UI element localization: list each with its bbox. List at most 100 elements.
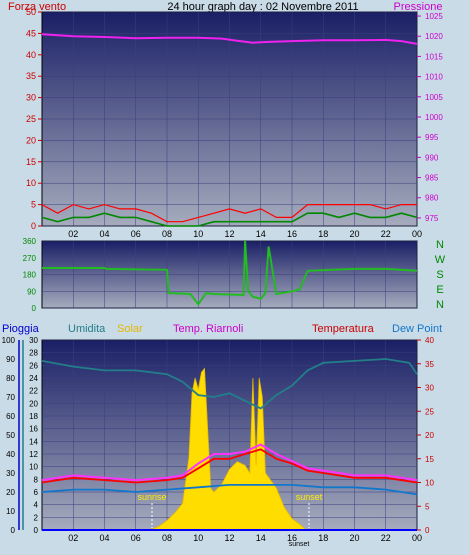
wind-pressure-x-tick-label: 02 [68, 229, 78, 239]
dew-point-legend: Dew Point [392, 323, 442, 335]
rain-humidity-axis: 0 10 20 30 40 50 60 70 80 90 100 [2, 336, 24, 535]
rain-tick-label: 30 [6, 469, 15, 478]
wind-pressure-x-tick-label: 18 [318, 229, 328, 239]
pressure-tick-label: 1005 [425, 93, 443, 102]
dew-point-tick-label: 12 [29, 450, 38, 459]
wind-pressure-series [41, 33, 418, 227]
wind-direction-tick-label: 360 [23, 237, 37, 246]
rain-tick-label: 100 [2, 336, 16, 345]
rain-tick-label: 80 [6, 374, 15, 383]
wind-force-axis: 0 5 10 15 20 25 30 35 40 45 50 [26, 7, 42, 231]
wind-avg-line [41, 212, 418, 227]
wind-direction-tick-label: 0 [32, 304, 37, 313]
pressure-line [41, 33, 418, 45]
pressure-axis: 975 980 985 990 995 1000 1005 1010 1015 1020 1025 [417, 12, 443, 223]
rain-tick-label: 90 [6, 355, 15, 364]
dew-point-tick-label: 6 [34, 488, 39, 497]
wind-pressure-x-tick-label: 04 [99, 229, 109, 239]
wind-pressure-x-tick-label: 14 [256, 229, 266, 239]
rain-tick-label: 60 [6, 412, 15, 421]
wind-direction-grid [42, 240, 418, 309]
dew-point-tick-label: 22 [29, 387, 38, 396]
dew-point-tick-label: 14 [29, 437, 38, 446]
wind-force-tick-label: 50 [26, 7, 36, 17]
wind-pressure-x-tick-label: 12 [224, 229, 234, 239]
temperature-tick-label: 30 [425, 384, 434, 393]
wind-force-tick-label: 25 [26, 114, 36, 124]
pressure-tick-label: 975 [425, 214, 439, 223]
pressure-axis-label: Pressione [394, 1, 443, 13]
temp-riarnoli-legend: Temp. Riarnoli [173, 323, 243, 335]
pressure-tick-label: 980 [425, 194, 439, 203]
rain-tick-label: 50 [6, 431, 15, 440]
pressure-tick-label: 1020 [425, 32, 443, 41]
temperature-x-tick-label: 16 [287, 533, 297, 543]
pressure-tick-label: 1000 [425, 113, 443, 122]
temperature-legend: Temperatura [312, 323, 375, 335]
wind-pressure-x-axis: 02 04 06 08 10 12 14 16 18 20 22 00 [68, 229, 422, 239]
humidity-legend: Umidita [68, 323, 106, 335]
temperature-tick-label: 5 [425, 502, 430, 511]
temperature-tick-label: 10 [425, 479, 434, 488]
temperature-tick-label: 40 [425, 336, 434, 345]
wind-direction-line [42, 240, 418, 306]
wind-pressure-x-tick-label: 08 [162, 229, 172, 239]
wind-force-tick-label: 30 [26, 93, 36, 103]
wind-pressure-x-tick-label: 06 [131, 229, 141, 239]
temperature-x-tick-label: 08 [162, 533, 172, 543]
wind-force-axis-label: Forza vento [8, 1, 66, 13]
wind-direction-tick-label: 180 [23, 271, 37, 280]
temperature-tick-label: 15 [425, 455, 434, 464]
wind-pressure-x-tick-label: 20 [349, 229, 359, 239]
humidity-line [41, 358, 418, 410]
wind-pressure-x-tick-label: 16 [287, 229, 297, 239]
wind-direction-series [42, 240, 418, 306]
pressure-tick-label: 995 [425, 133, 439, 142]
wind-direction-tick-label: 90 [27, 287, 36, 296]
pressure-tick-label: 1010 [425, 73, 443, 82]
wind-gust-line [41, 203, 417, 223]
compass-letter: N [436, 299, 444, 311]
temperature-series [41, 358, 418, 531]
temperature-x-tick-label: 04 [99, 533, 109, 543]
temperature-tick-label: 25 [425, 407, 434, 416]
wind-pressure-x-tick-label: 00 [412, 229, 422, 239]
rain-tick-label: 0 [11, 526, 16, 535]
graph-title: 24 hour graph day : 02 Novembre 2011 [167, 1, 358, 13]
temperature-x-tick-label: 10 [193, 533, 203, 543]
dew-point-line [41, 483, 418, 496]
wind-pressure-x-tick-label: 10 [193, 229, 203, 239]
dew-point-tick-label: 0 [34, 526, 39, 535]
pressure-tick-label: 1025 [425, 12, 443, 21]
dew-point-tick-label: 2 [34, 513, 39, 522]
temperature-x-tick-label: 14 [256, 533, 266, 543]
temperature-line [41, 448, 418, 484]
temperature-x-tick-label: 06 [131, 533, 141, 543]
compass-letter: S [436, 269, 443, 281]
wind-force-tick-label: 35 [26, 71, 36, 81]
rain-tick-label: 10 [6, 507, 15, 516]
temperature-axis: 0 5 10 15 20 25 30 35 40 [417, 336, 434, 535]
dew-point-tick-label: 20 [29, 399, 38, 408]
dew-point-tick-label: 18 [29, 412, 38, 421]
dew-point-tick-label: 24 [29, 374, 38, 383]
sunset-annotation: sunset [296, 492, 323, 502]
sunset-tick-label: sunset [289, 541, 310, 548]
temperature-x-tick-label: 00 [412, 533, 422, 543]
temperature-x-axis: 02 04 06 08 10 12 14 16 18 20 22 00 [68, 533, 422, 543]
temperature-x-tick-label: 18 [318, 533, 328, 543]
wind-direction-tick-label: 270 [23, 254, 37, 263]
pressure-tick-label: 985 [425, 174, 439, 183]
temperature-tick-label: 0 [425, 526, 430, 535]
dew-point-tick-label: 8 [34, 475, 39, 484]
sunrise-annotation: sunrise [137, 492, 166, 502]
dew-point-tick-label: 10 [29, 463, 38, 472]
rain-tick-label: 40 [6, 450, 15, 459]
compass-letter: E [436, 284, 443, 296]
compass-letter: N [436, 239, 444, 251]
dew-point-tick-label: 26 [29, 361, 38, 370]
